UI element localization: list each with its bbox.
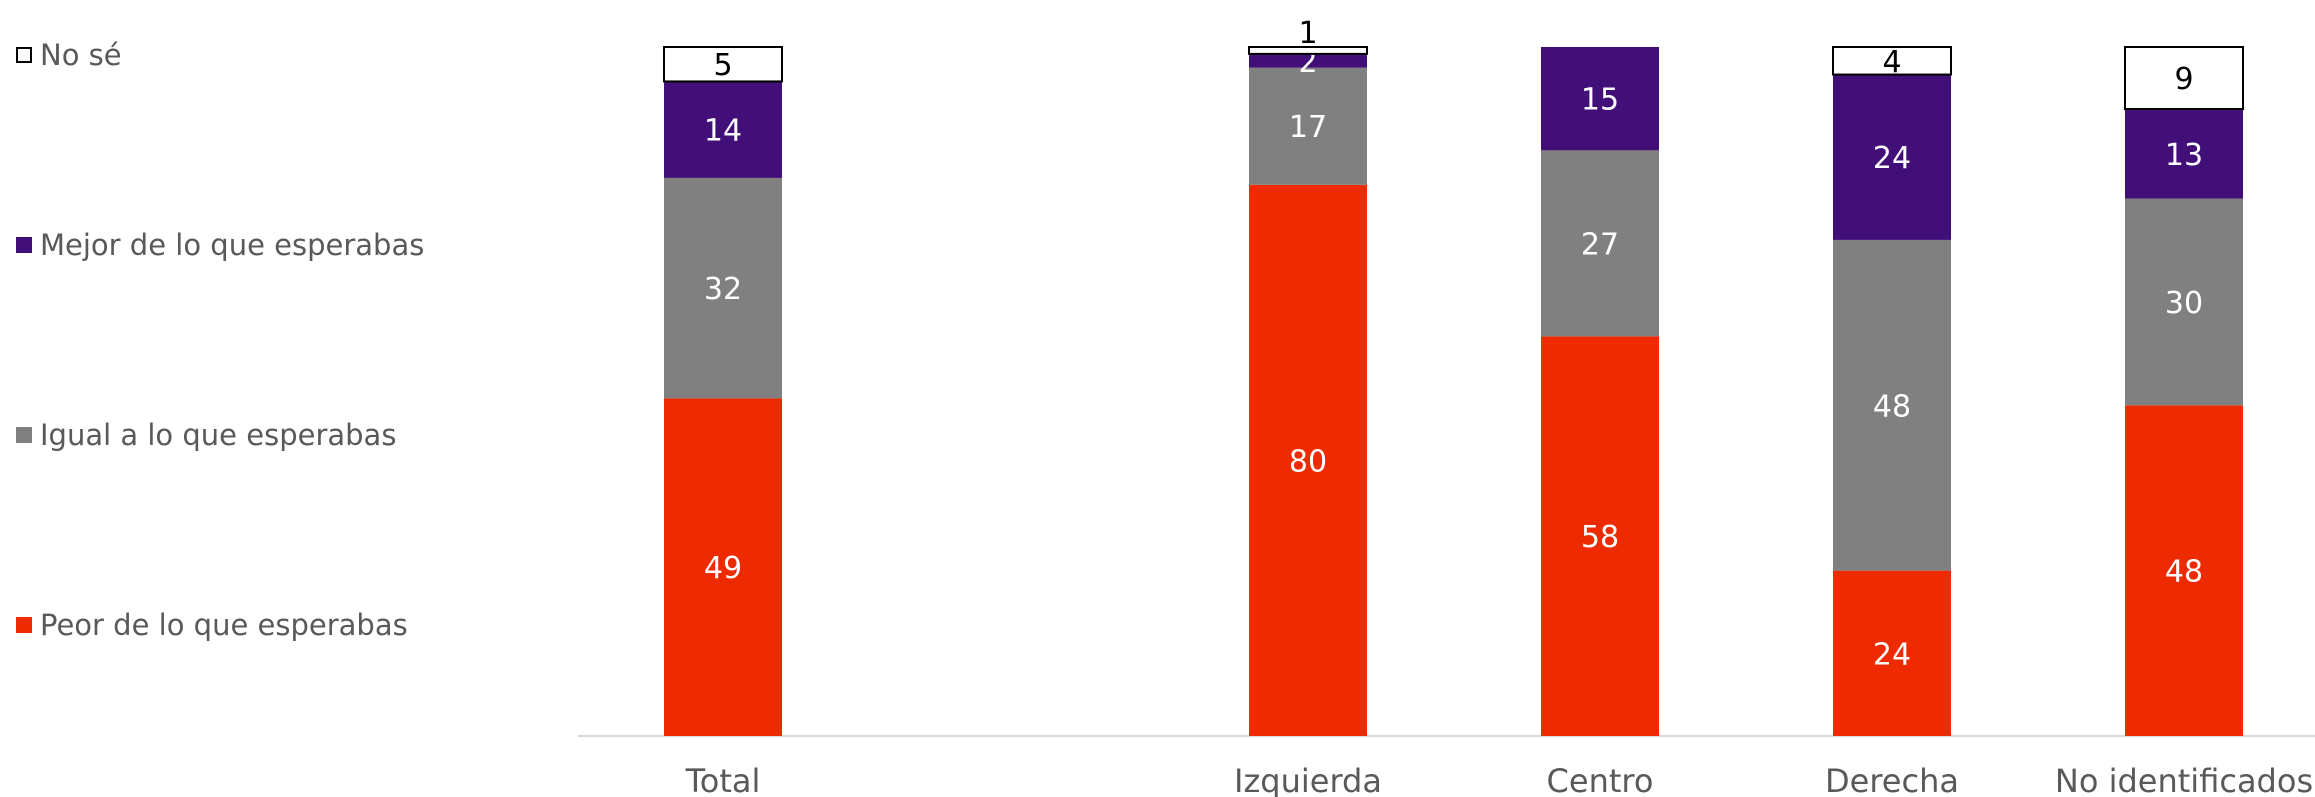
- bar-segment-izquierda-no-s: [1248, 46, 1368, 55]
- legend-item-peor: Peor de lo que esperabas: [16, 608, 408, 642]
- legend-item-mejor: Mejor de lo que esperabas: [16, 228, 424, 262]
- bar-segment-centro-igual-a-lo-que-esperabas: [1541, 150, 1659, 337]
- legend-label-igual: Igual a lo que esperabas: [40, 418, 397, 452]
- legend-swatch-mejor: [16, 237, 32, 253]
- bar-segment-izquierda-mejor-de-lo-que-esperabas: [1249, 53, 1367, 68]
- legend-label-mejor: Mejor de lo que esperabas: [40, 228, 425, 262]
- data-label-no-identificados-no-s: 9: [2174, 62, 2193, 97]
- bar-segment-no-identificados-no-s: [2124, 46, 2244, 111]
- category-label-derecha: Derecha: [1825, 762, 1959, 797]
- bar-segment-total-no-s: [663, 46, 783, 83]
- category-label-no-identificados: No identificados: [2055, 762, 2313, 797]
- data-label-centro-igual-a-lo-que-esperabas: 27: [1581, 227, 1619, 262]
- data-label-izquierda-no-s: 1: [1298, 16, 1317, 51]
- bar-segment-centro-mejor-de-lo-que-esperabas: [1541, 47, 1659, 151]
- category-label-izquierda: Izquierda: [1234, 762, 1382, 797]
- bar-segment-no-identificados-igual-a-lo-que-esperabas: [2125, 198, 2243, 406]
- data-label-derecha-igual-a-lo-que-esperabas: 48: [1873, 389, 1911, 424]
- data-label-total-mejor-de-lo-que-esperabas: 14: [704, 114, 742, 149]
- data-label-no-identificados-peor-de-lo-que-esperabas: 48: [2165, 555, 2203, 590]
- legend-label-no-se: No sé: [40, 38, 122, 72]
- data-label-centro-mejor-de-lo-que-esperabas: 15: [1581, 83, 1619, 118]
- bar-segment-total-igual-a-lo-que-esperabas: [664, 177, 782, 399]
- legend-item-no-se: No sé: [16, 38, 122, 72]
- bar-segment-total-mejor-de-lo-que-esperabas: [664, 81, 782, 178]
- bar-segment-derecha-no-s: [1832, 46, 1952, 76]
- data-label-derecha-mejor-de-lo-que-esperabas: 24: [1873, 141, 1911, 176]
- legend-item-igual: Igual a lo que esperabas: [16, 418, 396, 452]
- data-label-centro-peor-de-lo-que-esperabas: 58: [1581, 520, 1619, 555]
- data-label-no-identificados-igual-a-lo-que-esperabas: 30: [2165, 286, 2203, 321]
- data-label-derecha-peor-de-lo-que-esperabas: 24: [1873, 637, 1911, 672]
- legend-swatch-no-se: [16, 47, 32, 63]
- bar-segment-izquierda-peor-de-lo-que-esperabas: [1249, 184, 1367, 737]
- data-label-derecha-no-s: 4: [1882, 45, 1901, 80]
- data-label-total-peor-de-lo-que-esperabas: 49: [704, 551, 742, 586]
- bar-segment-derecha-peor-de-lo-que-esperabas: [1833, 570, 1951, 736]
- bar-segment-no-identificados-mejor-de-lo-que-esperabas: [2125, 109, 2243, 199]
- legend-swatch-peor: [16, 617, 32, 633]
- chart-legend: No sé Mejor de lo que esperabas Igual a …: [16, 0, 536, 797]
- data-label-izquierda-igual-a-lo-que-esperabas: 17: [1289, 110, 1327, 145]
- bar-segment-no-identificados-peor-de-lo-que-esperabas: [2125, 405, 2243, 736]
- category-label-total: Total: [685, 762, 761, 797]
- data-label-no-identificados-mejor-de-lo-que-esperabas: 13: [2165, 138, 2203, 173]
- bar-segment-derecha-mejor-de-lo-que-esperabas: [1833, 74, 1951, 240]
- category-label-centro: Centro: [1547, 762, 1654, 797]
- bar-segment-total-peor-de-lo-que-esperabas: [664, 398, 782, 736]
- legend-swatch-igual: [16, 427, 32, 443]
- legend-label-peor: Peor de lo que esperabas: [40, 608, 408, 642]
- bar-segment-izquierda-igual-a-lo-que-esperabas: [1249, 67, 1367, 185]
- data-label-total-igual-a-lo-que-esperabas: 32: [704, 272, 742, 307]
- data-label-izquierda-peor-de-lo-que-esperabas: 80: [1289, 444, 1327, 479]
- data-label-total-no-s: 5: [713, 48, 732, 83]
- bar-segment-derecha-igual-a-lo-que-esperabas: [1833, 239, 1951, 571]
- bar-segment-centro-peor-de-lo-que-esperabas: [1541, 336, 1659, 736]
